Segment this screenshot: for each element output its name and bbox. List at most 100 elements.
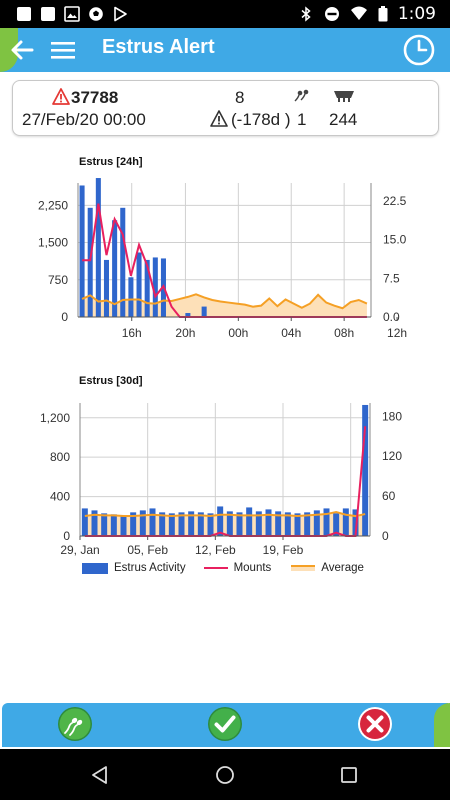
bottom-bar-accent xyxy=(434,703,450,747)
activity-bar xyxy=(136,252,142,317)
activity-bar xyxy=(188,511,195,536)
nav-back-icon[interactable] xyxy=(90,765,110,785)
insemination-icon xyxy=(294,89,309,102)
status-bar-notifications xyxy=(0,6,128,22)
legend-label-mounts: Mounts xyxy=(233,562,272,574)
y-tick-right: 180 xyxy=(382,409,402,423)
legend-swatch-activity xyxy=(82,562,108,574)
activity-bar xyxy=(185,313,191,317)
y-tick-right: 0 xyxy=(382,529,389,543)
x-tick-label: 16h xyxy=(122,326,142,340)
back-arrow-icon[interactable] xyxy=(6,34,38,66)
activity-bar xyxy=(246,507,253,536)
activity-bar xyxy=(207,513,214,536)
activity-bar xyxy=(101,513,108,536)
x-tick-label: 05, Feb xyxy=(127,543,168,557)
activity-bar xyxy=(226,511,233,536)
alert-count: 8 xyxy=(235,88,245,107)
activity-bar xyxy=(95,178,101,317)
y-tick-left: 1,500 xyxy=(38,236,68,250)
legend-label-average: Average xyxy=(321,562,364,574)
chart-30d-title: Estrus [30d] xyxy=(79,375,143,387)
y-tick-left: 800 xyxy=(50,450,70,464)
activity-bar xyxy=(120,516,127,536)
activity-bar xyxy=(217,506,224,536)
activity-bar xyxy=(159,512,166,536)
status-bar: 1:09 xyxy=(0,0,450,28)
navigation-bar xyxy=(0,749,450,800)
notification-square-icon xyxy=(41,7,55,21)
activity-bar xyxy=(197,512,204,536)
average-line xyxy=(81,293,368,310)
nav-home-icon[interactable] xyxy=(215,765,235,785)
sperm-icon[interactable] xyxy=(57,706,93,742)
activity-bar xyxy=(149,508,156,536)
x-tick-label: 12h xyxy=(387,326,407,340)
y-tick-left: 400 xyxy=(50,490,70,504)
activity-bar xyxy=(168,513,175,536)
clock-icon[interactable] xyxy=(402,33,436,67)
battery-icon xyxy=(378,6,388,22)
activity-bar xyxy=(139,510,146,536)
average-line xyxy=(84,511,366,518)
y-tick-left: 0 xyxy=(63,529,70,543)
legend-swatch-mounts xyxy=(203,567,228,569)
app-bar-content: Estrus Alert xyxy=(0,28,450,72)
x-tick-label: 04h xyxy=(281,326,301,340)
activity-bar xyxy=(275,511,282,536)
y-tick-left: 2,250 xyxy=(38,198,68,212)
activity-bar xyxy=(130,512,137,536)
y-tick-right: 60 xyxy=(382,489,396,503)
nav-recents-icon[interactable] xyxy=(340,766,358,784)
y-tick-right: 120 xyxy=(382,449,402,463)
warning-icon xyxy=(210,110,228,127)
activity-bar xyxy=(313,510,320,536)
bluetooth-icon xyxy=(301,6,311,22)
chart-30d: 0 400 800 1,200 0 60 120 180 29, Jan 05, Feb 12, F… xyxy=(40,403,402,557)
activity-bar xyxy=(294,513,301,536)
activity-bar xyxy=(323,508,330,536)
activity-bar xyxy=(304,512,311,536)
cancel-x-icon[interactable] xyxy=(357,706,393,742)
activity-bar xyxy=(265,509,272,536)
activity-bar xyxy=(201,306,207,317)
activity-bar xyxy=(236,512,243,536)
activity-bar xyxy=(178,512,185,536)
x-tick-label: 00h xyxy=(228,326,248,340)
image-icon xyxy=(64,6,80,22)
x-tick-label: 20h xyxy=(175,326,195,340)
activity-bar xyxy=(284,512,291,536)
status-time: 1:09 xyxy=(397,4,436,24)
activity-bar xyxy=(79,185,85,317)
activity-bar xyxy=(352,509,359,536)
activity-bar xyxy=(333,513,340,536)
y-tick-left: 1,200 xyxy=(40,411,70,425)
activity-bar xyxy=(91,510,98,536)
activity-bar xyxy=(362,404,369,536)
legend-swatch-average xyxy=(291,565,316,571)
x-tick-label: 19, Feb xyxy=(263,543,304,557)
activity-bar xyxy=(110,514,117,536)
play-store-icon xyxy=(114,6,127,22)
page-title: Estrus Alert xyxy=(102,36,215,58)
chart-24h: 0 750 1,500 2,250 0.0 7.5 15.0 22.5 16h 20h 00h 04h… xyxy=(38,178,407,340)
wifi-icon xyxy=(350,6,367,20)
activity-bar xyxy=(342,508,349,536)
activity-bar xyxy=(81,508,88,536)
menu-icon[interactable] xyxy=(50,37,76,63)
soccer-icon xyxy=(89,7,103,21)
notification-square-icon xyxy=(17,7,31,21)
legend-label-activity: Estrus Activity xyxy=(114,562,186,574)
activity-bar xyxy=(255,511,262,536)
app-bar-accent xyxy=(0,28,18,72)
insemination-count: 1 xyxy=(297,110,307,129)
y-tick-right: 7.5 xyxy=(383,271,400,285)
confirm-check-icon[interactable] xyxy=(207,706,243,742)
x-tick-label: 12, Feb xyxy=(195,543,236,557)
milk-yield: 244 xyxy=(329,110,358,129)
milking-icon xyxy=(334,91,354,102)
activity-bar xyxy=(152,257,158,317)
activity-bar xyxy=(120,207,126,317)
y-tick-right: 15.0 xyxy=(383,233,407,247)
